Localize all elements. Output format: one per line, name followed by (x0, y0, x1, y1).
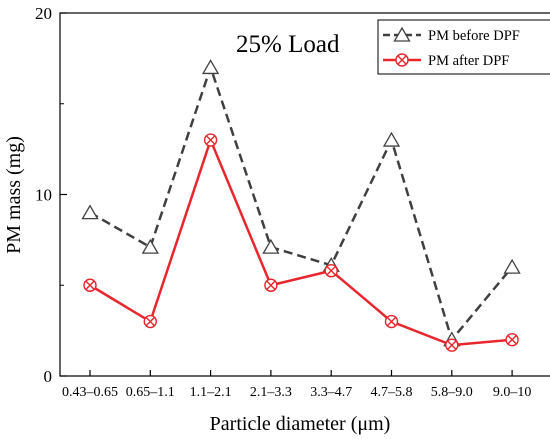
x-tick-label: 0.65–1.1 (126, 385, 175, 400)
data-point-after (505, 333, 519, 347)
data-point-before (503, 258, 521, 274)
y-tick-label: 0 (44, 367, 53, 386)
x-axis-title: Particle diameter (μm) (210, 413, 391, 435)
x-tick-label: 9.0–10 (493, 385, 532, 400)
legend-box (377, 19, 550, 75)
y-tick-label: 20 (35, 4, 52, 23)
data-point-after (143, 314, 158, 329)
legend-item-pm-after: PM after DPF (383, 53, 509, 69)
y-tick-label: 10 (35, 186, 52, 205)
y-axis-title: PM mass (mg) (3, 136, 25, 254)
legend-label-before: PM before DPF (428, 28, 520, 44)
series-line-after (89, 136, 513, 347)
x-tick-label: 1.1–2.1 (190, 385, 232, 400)
data-point-after (384, 314, 399, 329)
x-tick-label: 4.7–5.8 (371, 385, 413, 400)
legend-label-after: PM after DPF (428, 53, 509, 69)
axes: 0.43–0.65 0.65–1.1 1.1–2.1 2.1–3.3 3.3–4.7 4.… (35, 4, 531, 400)
load-annotation: 25% Load (236, 31, 340, 58)
legend-item-pm-before: PM before DPF (383, 26, 520, 44)
data-point-before (81, 204, 99, 220)
x-tick-label: 2.1–3.3 (250, 385, 292, 400)
data-point-after (203, 133, 218, 147)
legend: PM before DPF PM after DPF (377, 19, 550, 75)
data-point-after (83, 278, 97, 292)
x-tick-label: 3.3–4.7 (310, 385, 352, 400)
series-line-before (89, 63, 514, 343)
data-point-before (141, 238, 159, 254)
data-point-before (262, 238, 280, 254)
data-point-before (382, 131, 401, 147)
data-point-after (445, 338, 459, 352)
series-layer (81, 59, 521, 352)
x-tick-label: 5.8–9.0 (431, 385, 473, 400)
data-point-after (324, 264, 338, 278)
data-point-before (201, 59, 220, 75)
data-point-after (264, 278, 278, 292)
x-tick-label: 0.43–0.65 (62, 385, 118, 400)
triangle-marker-icon (393, 26, 411, 42)
circle-x-marker-icon (395, 53, 409, 67)
